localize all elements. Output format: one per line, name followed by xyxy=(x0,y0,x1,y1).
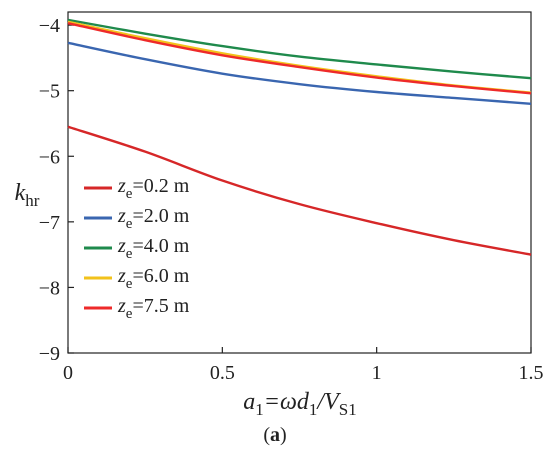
legend-label-4: ze=6.0 m xyxy=(117,265,190,292)
plot-frame xyxy=(67,11,532,354)
y-tick-label: −8 xyxy=(39,277,60,299)
series-line-2 xyxy=(67,41,532,106)
caption-open: ( xyxy=(263,424,270,446)
series-line-5 xyxy=(67,21,532,95)
figure-caption: (a) xyxy=(0,424,550,447)
x-label-a: a xyxy=(243,389,255,415)
x-label-v-sub: S1 xyxy=(339,400,357,419)
chart: 0 0.5 1 1.5−9−8−7−6−5−4 ze=0.2 mze=2.0 mze=… xyxy=(15,11,544,419)
legend-label-2: ze=2.0 m xyxy=(117,205,190,232)
y-tick-label: −5 xyxy=(39,81,60,103)
legend-label-3: ze=4.0 m xyxy=(117,235,190,262)
x-label-eq: =ωd xyxy=(264,389,310,415)
legend-label-1: ze=0.2 m xyxy=(117,175,190,202)
legend: ze=0.2 m ze=2.0 m ze=4.0 m ze=6.0 m ze=7.5 m xyxy=(84,175,190,322)
x-label-d-sub: 1 xyxy=(309,400,318,419)
x-label-slash: /V xyxy=(315,389,341,415)
series-line-1 xyxy=(67,125,532,256)
y-tick-label: −4 xyxy=(39,15,60,37)
x-axis-label: a1=ωd1/VS1 xyxy=(243,389,356,419)
y-axis-label: khr xyxy=(15,180,40,210)
series-lines xyxy=(67,18,532,256)
y-tick-label: −6 xyxy=(39,146,60,168)
x-tick-label: 1.5 xyxy=(519,362,544,384)
series-line-3 xyxy=(67,18,532,80)
x-label-a-sub: 1 xyxy=(255,400,264,419)
y-label-var: k xyxy=(15,180,26,206)
legend-label-5: ze=7.5 m xyxy=(117,295,190,322)
x-tick-label: 0.5 xyxy=(210,362,235,384)
y-tick-label: −7 xyxy=(39,212,60,234)
y-tick-label: −9 xyxy=(39,343,60,365)
caption-close: ) xyxy=(280,424,287,446)
x-tick-label: 1 xyxy=(372,362,382,384)
x-tick-label: 0 xyxy=(63,362,73,384)
caption-letter: a xyxy=(270,424,280,446)
ticks-group: 0 0.5 1 1.5 −9 −8 −7 −6 −5 −4 xyxy=(39,15,544,384)
y-label-sub: hr xyxy=(25,191,40,210)
